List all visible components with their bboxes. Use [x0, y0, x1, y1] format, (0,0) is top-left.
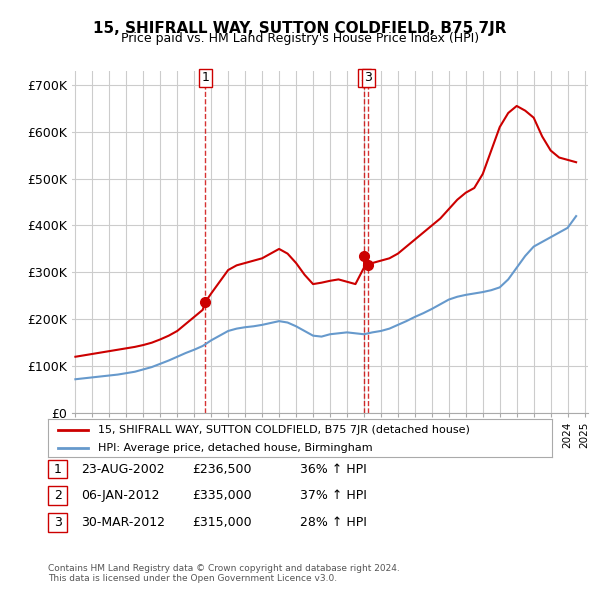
Text: 3: 3 [53, 516, 62, 529]
Text: Contains HM Land Registry data © Crown copyright and database right 2024.
This d: Contains HM Land Registry data © Crown c… [48, 563, 400, 583]
Text: 30-MAR-2012: 30-MAR-2012 [81, 516, 165, 529]
Text: £335,000: £335,000 [192, 489, 251, 502]
Text: 28% ↑ HPI: 28% ↑ HPI [300, 516, 367, 529]
Text: 37% ↑ HPI: 37% ↑ HPI [300, 489, 367, 502]
Text: 06-JAN-2012: 06-JAN-2012 [81, 489, 160, 502]
Text: 3: 3 [364, 71, 372, 84]
Text: 2: 2 [53, 489, 62, 502]
Text: HPI: Average price, detached house, Birmingham: HPI: Average price, detached house, Birm… [98, 442, 373, 453]
Text: 36% ↑ HPI: 36% ↑ HPI [300, 463, 367, 476]
Text: £236,500: £236,500 [192, 463, 251, 476]
Text: 23-AUG-2002: 23-AUG-2002 [81, 463, 164, 476]
Text: 15, SHIFRALL WAY, SUTTON COLDFIELD, B75 7JR (detached house): 15, SHIFRALL WAY, SUTTON COLDFIELD, B75 … [98, 425, 470, 435]
Text: Price paid vs. HM Land Registry's House Price Index (HPI): Price paid vs. HM Land Registry's House … [121, 32, 479, 45]
Text: 1: 1 [202, 71, 209, 84]
Text: 1: 1 [53, 463, 62, 476]
Text: 15, SHIFRALL WAY, SUTTON COLDFIELD, B75 7JR: 15, SHIFRALL WAY, SUTTON COLDFIELD, B75 … [93, 21, 507, 35]
Text: £315,000: £315,000 [192, 516, 251, 529]
Text: 2: 2 [361, 71, 368, 84]
